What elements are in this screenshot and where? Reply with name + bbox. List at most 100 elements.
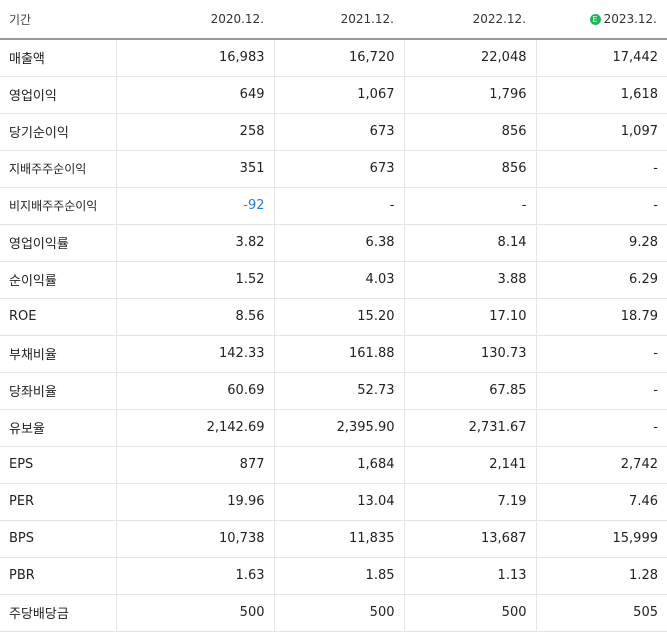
table-cell: 2,141 xyxy=(404,445,537,484)
table-row: ROE 8.56 15.20 17.10 18.79 xyxy=(0,298,667,336)
row-label: EPS xyxy=(0,445,117,484)
table-cell: 1.52 xyxy=(116,261,275,299)
table-cell: 142.33 xyxy=(116,334,275,373)
table-cell: 16,720 xyxy=(274,39,405,77)
table-cell: 1,796 xyxy=(404,76,537,114)
table-cell: 673 xyxy=(274,150,405,188)
table-cell: 1.63 xyxy=(116,557,275,595)
table-row: 비지배주주순이익 -92- - - xyxy=(0,187,667,225)
row-label: 순이익률 xyxy=(0,261,117,299)
table-cell: 161.88 xyxy=(274,334,405,373)
table-cell: 3.82 xyxy=(116,223,275,262)
table-cell: 8.56 xyxy=(116,298,275,336)
table-cell: - xyxy=(404,187,537,225)
row-label: PBR xyxy=(0,557,117,595)
row-label: ROE xyxy=(0,298,117,336)
row-label: 당좌비율 xyxy=(0,372,117,410)
table-row: PER 19.96 13.04 7.19 7.46 xyxy=(0,483,667,521)
table-cell: 1,067 xyxy=(274,76,405,114)
table-cell: 500 xyxy=(116,593,275,632)
table-cell: 67.85 xyxy=(404,372,537,410)
row-label: 부채비율 xyxy=(0,334,117,373)
table-cell: - xyxy=(274,187,405,225)
row-label: 주당배당금 xyxy=(0,593,117,632)
table-row: 매출액 16,983 16,720 22,048 17,442 xyxy=(0,39,667,77)
row-label: 영업이익 xyxy=(0,76,117,114)
table-cell: 351 xyxy=(116,150,275,188)
table-cell: - xyxy=(536,334,667,373)
table-cell: 13,687 xyxy=(404,520,537,558)
table-cell: 8.14 xyxy=(404,223,537,262)
table-cell: 1.28 xyxy=(536,557,667,595)
table-row: 영업이익 649 1,067 1,796 1,618 xyxy=(0,76,667,114)
table-cell: 15.20 xyxy=(274,298,405,336)
column-header: 2022.12. xyxy=(404,0,536,40)
column-header: 2020.12. xyxy=(116,0,274,40)
table-cell: -92 xyxy=(116,187,275,225)
table-cell: 1,618 xyxy=(536,76,667,114)
table-cell: 1,097 xyxy=(536,113,667,151)
table-cell: 17.10 xyxy=(404,298,537,336)
table-row: 유보율 2,142.69 2,395.90 2,731.67- xyxy=(0,409,667,447)
row-label: BPS xyxy=(0,520,117,558)
table-row: 순이익률 1.52 4.03 3.88 6.29 xyxy=(0,261,667,299)
table-cell: 22,048 xyxy=(404,39,537,77)
table-row: 부채비율 142.33 161.88 130.73- xyxy=(0,334,667,373)
table-cell: 6.38 xyxy=(274,223,405,262)
table-row: EPS 877 1,684 2,141 2,742 xyxy=(0,445,667,484)
row-label: 당기순이익 xyxy=(0,113,117,151)
table-cell: 9.28 xyxy=(536,223,667,262)
table-cell: 500 xyxy=(404,593,537,632)
table-cell: - xyxy=(536,409,667,447)
row-label: 매출액 xyxy=(0,39,117,77)
table-cell: - xyxy=(536,150,667,188)
header-row: 기간 2020.12. 2021.12. 2022.12. E 2023.12. xyxy=(0,0,667,40)
table-cell: 11,835 xyxy=(274,520,405,558)
column-header: 2021.12. xyxy=(274,0,404,40)
table-cell: 7.19 xyxy=(404,483,537,521)
table-cell: 649 xyxy=(116,76,275,114)
table-row: 주당배당금 500 500 500 505 xyxy=(0,593,667,632)
table-cell: 19.96 xyxy=(116,483,275,521)
table-row: 당좌비율 60.69 52.73 67.85- xyxy=(0,372,667,410)
table-cell: 673 xyxy=(274,113,405,151)
table-cell: 10,738 xyxy=(116,520,275,558)
table-cell: 856 xyxy=(404,113,537,151)
table-cell: - xyxy=(536,187,667,225)
table-cell: 1,684 xyxy=(274,445,405,484)
period-header: 기간 xyxy=(0,0,116,40)
table-cell: 7.46 xyxy=(536,483,667,521)
table-cell: 130.73 xyxy=(404,334,537,373)
row-label: 영업이익률 xyxy=(0,223,117,262)
table-row: BPS 10,738 11,835 13,687 15,999 xyxy=(0,520,667,558)
table-cell: 856 xyxy=(404,150,537,188)
estimate-badge-icon: E xyxy=(589,14,601,25)
table-cell: 60.69 xyxy=(116,372,275,410)
table-row: 지배주주순이익 351 673 856- xyxy=(0,150,667,188)
table-cell: 6.29 xyxy=(536,261,667,299)
table-row: 당기순이익 258 673 856 1,097 xyxy=(0,113,667,151)
table-row: PBR 1.63 1.85 1.13 1.28 xyxy=(0,557,667,595)
table-cell: 500 xyxy=(274,593,405,632)
column-header: E 2023.12. xyxy=(536,0,667,40)
table-cell: 16,983 xyxy=(116,39,275,77)
table-cell: 1.85 xyxy=(274,557,405,595)
table-cell: 877 xyxy=(116,445,275,484)
table-cell: 15,999 xyxy=(536,520,667,558)
table-cell: 13.04 xyxy=(274,483,405,521)
table-cell: 18.79 xyxy=(536,298,667,336)
table-cell: 17,442 xyxy=(536,39,667,77)
table-row: 영업이익률 3.82 6.38 8.14 9.28 xyxy=(0,223,667,262)
table-cell: 505 xyxy=(536,593,667,632)
table-cell: 2,742 xyxy=(536,445,667,484)
table-cell: 2,731.67 xyxy=(404,409,537,447)
row-label: PER xyxy=(0,483,117,521)
table-cell: 3.88 xyxy=(404,261,537,299)
table-cell: - xyxy=(536,372,667,410)
row-label: 유보율 xyxy=(0,409,117,447)
table-cell: 1.13 xyxy=(404,557,537,595)
row-label: 지배주주순이익 xyxy=(0,150,117,188)
table-cell: 52.73 xyxy=(274,372,405,410)
table-cell: 258 xyxy=(116,113,275,151)
